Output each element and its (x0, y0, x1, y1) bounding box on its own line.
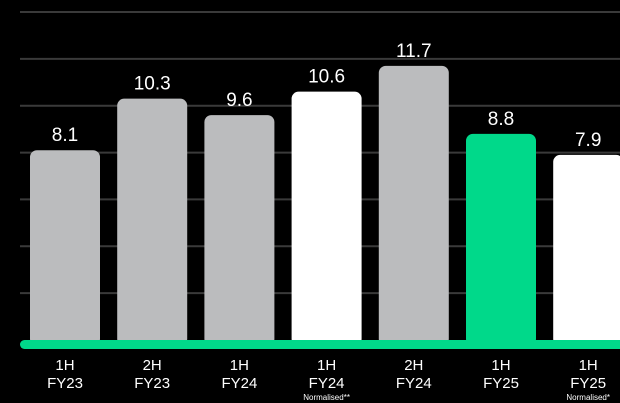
value-label: 11.7 (396, 41, 432, 62)
category-label-line2: FY24 (396, 375, 432, 392)
bar (291, 91, 362, 347)
bar (117, 98, 188, 346)
category-label-line2: FY24 (221, 375, 257, 392)
category-note: Normalised* (566, 393, 610, 402)
category-label-line1: 1H (491, 357, 510, 374)
category-label-line2: FY24 (309, 375, 345, 392)
category-label-line1: 1H (230, 357, 249, 374)
bars (30, 65, 620, 347)
value-labels: 8.1 10.3 9.6 10.6 11.7 8.8 7.9 (52, 41, 602, 151)
category-note: Normalised** (303, 393, 350, 402)
bar (204, 115, 275, 346)
category-label-line2: FY25 (483, 375, 519, 392)
value-label: 10.6 (308, 67, 345, 88)
bar (466, 133, 536, 346)
category-label-line1: 2H (143, 357, 162, 374)
value-label: 10.3 (134, 74, 171, 95)
category-label-line1: 1H (579, 357, 598, 374)
category-label-line1: 2H (404, 357, 423, 374)
category-labels: 1HFY232HFY231HFY241HFY24Normalised**2HFY… (47, 357, 610, 402)
value-label: 8.8 (488, 109, 514, 130)
value-label: 8.1 (52, 125, 78, 146)
bar (553, 154, 620, 346)
category-label-line2: FY25 (570, 375, 606, 392)
value-label: 9.6 (226, 90, 252, 111)
value-label: 7.9 (575, 130, 601, 151)
bar (378, 65, 449, 346)
category-label-line2: FY23 (134, 375, 170, 392)
category-label-line1: 1H (55, 357, 74, 374)
x-axis-baseline (20, 340, 620, 349)
category-label-line2: FY23 (47, 375, 83, 392)
bar (30, 150, 100, 346)
category-label-line1: 1H (317, 357, 336, 374)
